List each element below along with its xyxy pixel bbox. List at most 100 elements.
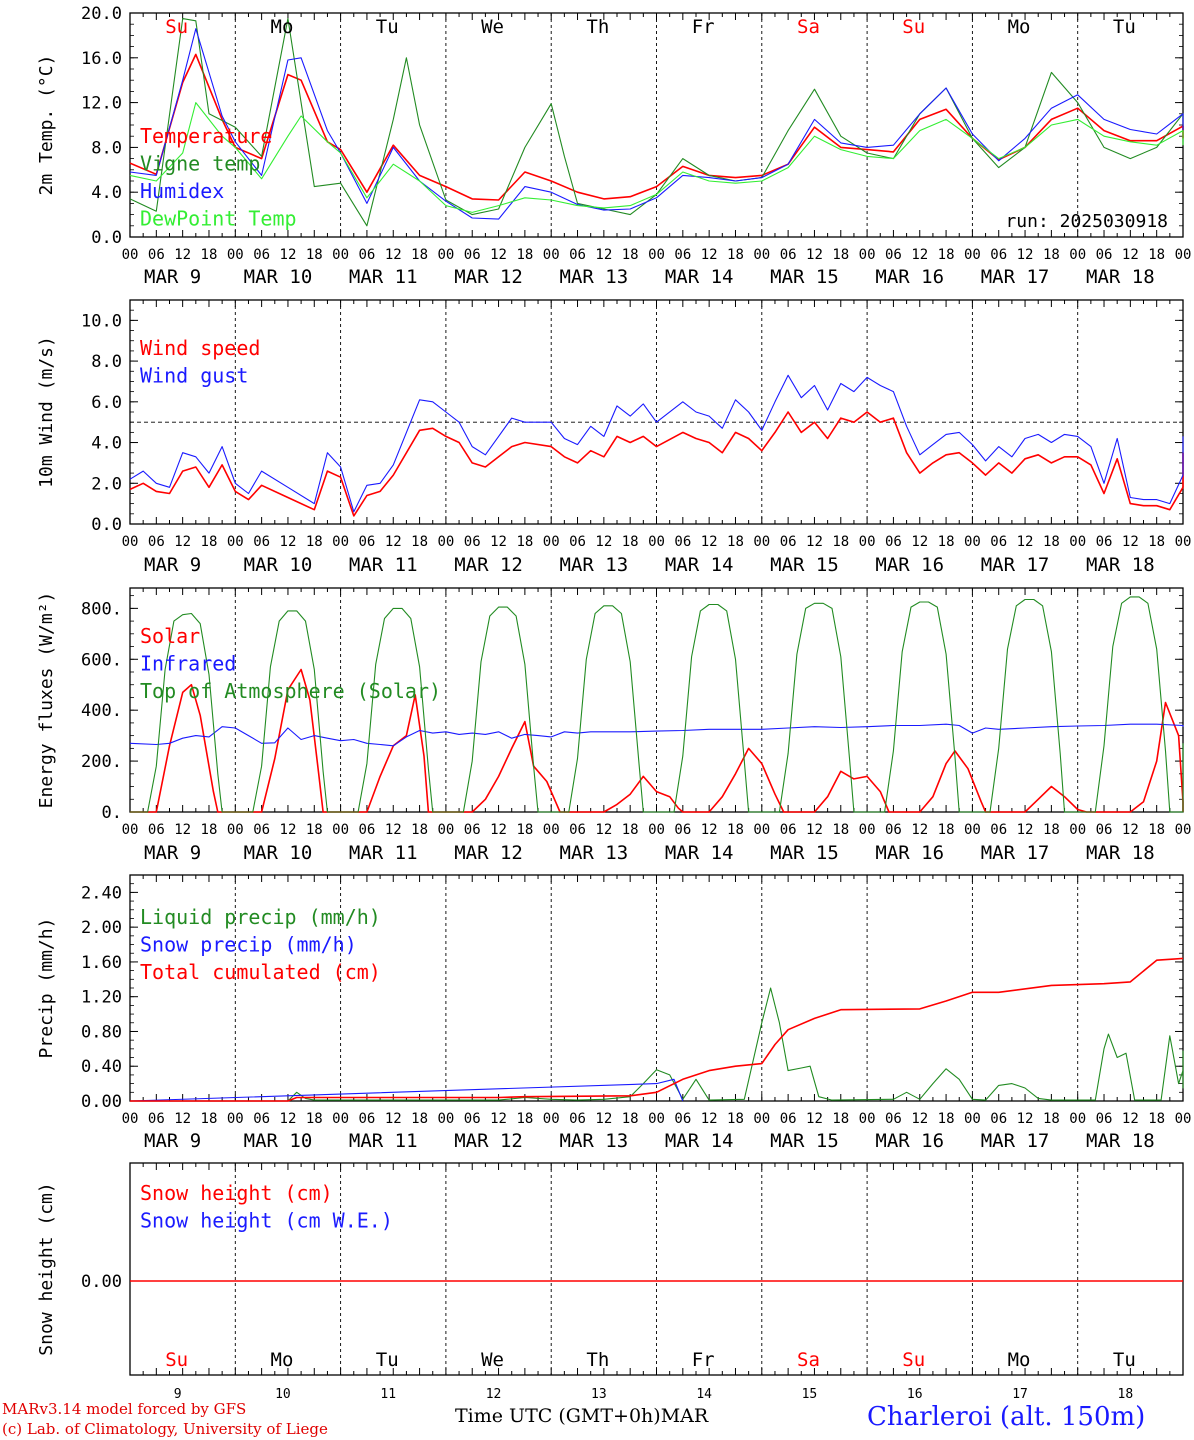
date-label: MAR 11 xyxy=(349,554,418,576)
hour-tick-label: 06 xyxy=(990,1111,1007,1127)
date-label: MAR 17 xyxy=(981,266,1050,288)
hour-tick-label: 12 xyxy=(174,534,191,550)
date-label: MAR 13 xyxy=(560,842,629,864)
day-name-top: Tu xyxy=(376,16,399,38)
hour-tick-label: 12 xyxy=(806,247,823,263)
hour-tick-label: 06 xyxy=(148,1111,165,1127)
hour-tick-label: 06 xyxy=(780,534,797,550)
hour-tick-label: 00 xyxy=(122,822,139,838)
hour-tick-label: 18 xyxy=(938,534,955,550)
hour-tick-label: 12 xyxy=(1017,1111,1034,1127)
day-number: 9 xyxy=(174,1387,182,1402)
hour-tick-label: 12 xyxy=(280,534,297,550)
day-name-top: Su xyxy=(165,16,188,38)
hour-tick-label: 06 xyxy=(569,1111,586,1127)
day-name-bottom: Su xyxy=(902,1349,925,1371)
hour-tick-label: 06 xyxy=(464,247,481,263)
y-axis-label: Snow height (cm) xyxy=(36,1182,57,1355)
hour-tick-label: 12 xyxy=(595,534,612,550)
y-tick-label: 8.0 xyxy=(91,138,122,158)
hour-tick-label: 06 xyxy=(1096,1111,1113,1127)
hour-tick-label: 00 xyxy=(859,247,876,263)
hour-tick-label: 00 xyxy=(753,247,770,263)
hour-tick-label: 18 xyxy=(411,822,428,838)
date-label: MAR 9 xyxy=(144,554,201,576)
hour-tick-label: 18 xyxy=(727,247,744,263)
hour-tick-label: 12 xyxy=(701,247,718,263)
hour-tick-label: 12 xyxy=(595,247,612,263)
day-name-bottom: Th xyxy=(586,1349,609,1371)
date-label: MAR 10 xyxy=(244,266,313,288)
hour-tick-label: 00 xyxy=(227,534,244,550)
hour-tick-label: 06 xyxy=(358,822,375,838)
hour-tick-label: 06 xyxy=(780,247,797,263)
hour-tick-label: 00 xyxy=(964,822,981,838)
date-label: MAR 13 xyxy=(560,1130,629,1152)
hour-tick-label: 06 xyxy=(674,247,691,263)
day-number: 13 xyxy=(591,1387,607,1402)
y-tick-label: 2.00 xyxy=(81,918,122,938)
hour-tick-label: 18 xyxy=(938,1111,955,1127)
hour-tick-label: 00 xyxy=(1069,1111,1086,1127)
y-tick-label: 4.0 xyxy=(91,434,122,454)
month-label: MAR xyxy=(660,1405,709,1427)
y-tick-label: 1.20 xyxy=(81,988,122,1008)
day-number: 17 xyxy=(1012,1387,1028,1402)
y-tick-label: 200. xyxy=(81,752,122,772)
run-label: run: 2025030918 xyxy=(1005,211,1168,232)
series-line-vigne-temp xyxy=(129,18,1184,227)
date-label: MAR 14 xyxy=(665,554,734,576)
day-name-bottom: Tu xyxy=(1113,1349,1136,1371)
y-tick-label: 12.0 xyxy=(81,94,122,114)
series-line-total-cumulated-cm- xyxy=(130,957,1184,1102)
hour-tick-label: 18 xyxy=(832,247,849,263)
date-label: MAR 11 xyxy=(349,1130,418,1152)
day-name-top: We xyxy=(481,16,504,38)
series-line-wind-gust xyxy=(129,374,1184,513)
date-label: MAR 14 xyxy=(665,266,734,288)
hour-tick-label: 18 xyxy=(1043,247,1060,263)
hour-tick-label: 00 xyxy=(859,534,876,550)
legend-entry: DewPoint Temp xyxy=(140,207,297,231)
day-number: 16 xyxy=(907,1387,923,1402)
series-line-dewpoint-temp xyxy=(129,102,1184,213)
series-line-solar xyxy=(130,668,1184,813)
hour-tick-label: 18 xyxy=(1043,534,1060,550)
hour-tick-label: 00 xyxy=(437,247,454,263)
day-number: 10 xyxy=(275,1387,291,1402)
series-line-snow-precip-mm-h- xyxy=(129,1078,684,1102)
date-label: MAR 18 xyxy=(1086,842,1155,864)
hour-tick-label: 00 xyxy=(1069,534,1086,550)
date-label: MAR 16 xyxy=(875,842,944,864)
date-label: MAR 18 xyxy=(1086,554,1155,576)
y-tick-label: 20.0 xyxy=(81,4,122,24)
hour-tick-label: 12 xyxy=(1122,247,1139,263)
day-name-bottom: We xyxy=(481,1349,504,1371)
hour-tick-label: 00 xyxy=(122,247,139,263)
hour-tick-label: 00 xyxy=(648,534,665,550)
legend-entry: Temperature xyxy=(140,124,272,148)
date-label: MAR 12 xyxy=(454,266,523,288)
day-name-top: Tu xyxy=(1113,16,1136,38)
y-tick-label: 1.60 xyxy=(81,953,122,973)
hour-tick-label: 12 xyxy=(385,534,402,550)
date-label: MAR 15 xyxy=(770,554,839,576)
hour-tick-label: 18 xyxy=(1043,1111,1060,1127)
hour-tick-label: 12 xyxy=(490,247,507,263)
hour-tick-label: 00 xyxy=(332,534,349,550)
hour-tick-label: 00 xyxy=(332,1111,349,1127)
hour-tick-label: 06 xyxy=(885,247,902,263)
hour-tick-label: 12 xyxy=(911,822,928,838)
day-number: 14 xyxy=(696,1387,712,1402)
y-axis-label: 10m Wind (m/s) xyxy=(36,336,57,488)
date-label: MAR 9 xyxy=(144,1130,201,1152)
hour-tick-label: 12 xyxy=(1017,822,1034,838)
hour-tick-label: 12 xyxy=(1122,1111,1139,1127)
hour-tick-label: 18 xyxy=(832,1111,849,1127)
date-label: MAR 9 xyxy=(144,266,201,288)
hour-tick-label: 00 xyxy=(964,534,981,550)
day-name-bottom: Tu xyxy=(376,1349,399,1371)
date-label: MAR 15 xyxy=(770,842,839,864)
hour-tick-label: 06 xyxy=(358,247,375,263)
hour-tick-label: 06 xyxy=(464,822,481,838)
